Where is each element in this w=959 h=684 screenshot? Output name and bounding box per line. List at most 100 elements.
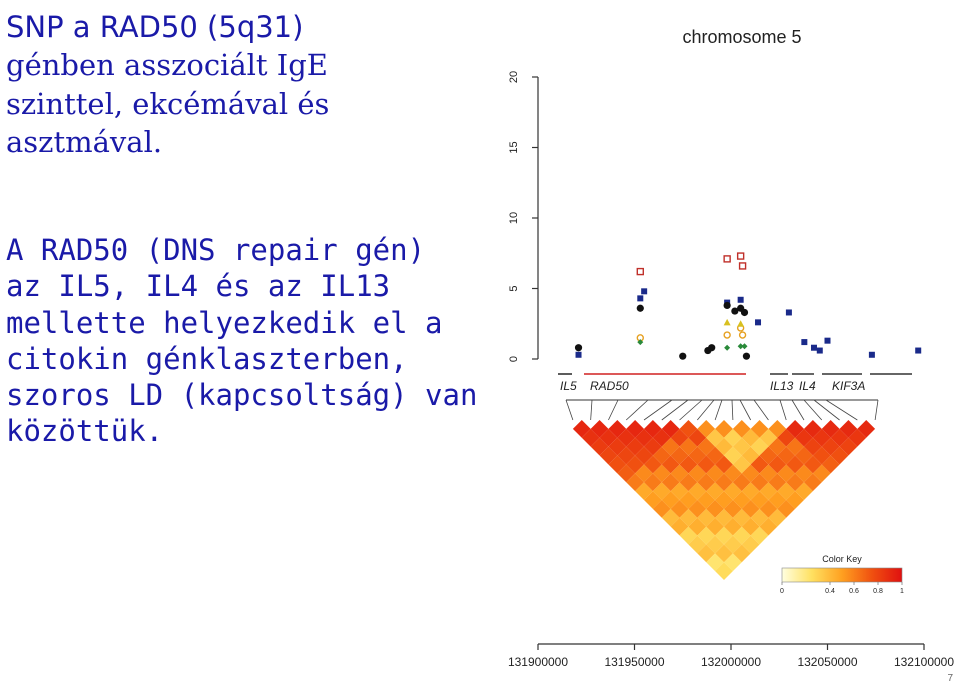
ld-cell bbox=[724, 535, 742, 554]
bracket-line bbox=[679, 399, 703, 421]
ld-cell bbox=[688, 517, 707, 536]
bracket-line bbox=[753, 399, 769, 421]
ld-cell bbox=[706, 464, 724, 483]
data-points bbox=[574, 252, 922, 360]
ld-cell bbox=[652, 446, 671, 465]
ld-cell bbox=[786, 455, 804, 474]
snp-point-blue-square bbox=[868, 351, 875, 358]
ld-cell bbox=[697, 455, 716, 474]
snp-point-red-open-square bbox=[738, 262, 747, 270]
ld-cell bbox=[804, 455, 822, 474]
gene-label: KIF3A bbox=[832, 379, 865, 393]
bracket-line bbox=[803, 399, 823, 421]
ld-cell bbox=[786, 420, 804, 438]
ld-cell bbox=[652, 500, 671, 518]
bracket-line bbox=[714, 399, 723, 421]
ld-cell bbox=[724, 464, 742, 483]
color-key-tick-label: 0.8 bbox=[873, 588, 883, 595]
slide-title-line: szinttel, ekcémával és bbox=[6, 86, 330, 121]
ld-cell bbox=[670, 482, 689, 500]
ld-cell bbox=[661, 491, 680, 509]
ld-cell bbox=[644, 455, 662, 474]
ld-cell bbox=[608, 437, 627, 456]
ld-cell bbox=[608, 420, 627, 438]
ld-cell bbox=[590, 437, 609, 456]
bracket-line bbox=[874, 399, 879, 421]
snp-point-yellow-triangle bbox=[737, 320, 745, 327]
ld-cell bbox=[724, 482, 742, 500]
ld-cell bbox=[697, 491, 716, 509]
ld-cell bbox=[608, 455, 627, 474]
snp-point-yellow-triangle bbox=[723, 318, 731, 326]
snp-point-green-diamond bbox=[637, 339, 644, 346]
slide-title-line: génben asszociált IgE bbox=[6, 48, 328, 83]
ld-cell bbox=[768, 437, 787, 456]
gene-label: RAD50 bbox=[590, 379, 629, 393]
snp-point-black-circle bbox=[731, 307, 739, 315]
snp-point-black-circle bbox=[679, 352, 687, 360]
ld-cell bbox=[661, 420, 680, 438]
gene-label: IL13 bbox=[770, 379, 794, 393]
slide-body-text: A RAD50 (DNS repair gén) az IL5, IL4 és a… bbox=[6, 232, 496, 450]
x-tick-label: 132000000 bbox=[701, 655, 761, 669]
bracket-line bbox=[625, 399, 649, 421]
ld-cell bbox=[679, 437, 698, 456]
ld-cell bbox=[590, 420, 609, 438]
color-key-title: Color Key bbox=[822, 554, 862, 564]
ld-cell bbox=[724, 500, 742, 518]
ld-cell bbox=[706, 482, 724, 500]
ld-cell bbox=[750, 420, 769, 438]
ld-cell bbox=[741, 446, 760, 465]
ld-cell bbox=[724, 553, 742, 572]
chart-title: chromosome 5 bbox=[682, 27, 801, 47]
ld-cell bbox=[750, 473, 769, 492]
ld-cell bbox=[697, 526, 716, 545]
ld-cell bbox=[741, 482, 760, 500]
body-text-line: közöttük. bbox=[6, 414, 164, 449]
color-key-tick-label: 0.6 bbox=[849, 588, 859, 595]
bracket-line bbox=[813, 399, 840, 421]
x-tick-label: 132050000 bbox=[797, 655, 857, 669]
bracket-line bbox=[697, 399, 715, 421]
ld-brackets bbox=[565, 399, 879, 421]
ld-cell bbox=[688, 482, 707, 500]
snp-point-black-circle bbox=[636, 304, 644, 312]
ld-cell bbox=[732, 508, 751, 527]
ld-cell bbox=[732, 455, 751, 474]
x-tick-label: 131950000 bbox=[604, 655, 664, 669]
snp-point-blue-square bbox=[737, 296, 744, 303]
ld-cell bbox=[732, 420, 751, 438]
y-tick-label: 20 bbox=[508, 71, 520, 83]
ld-cell bbox=[626, 420, 644, 438]
ld-cell bbox=[715, 491, 733, 509]
ld-cell bbox=[777, 464, 796, 483]
snp-point-blue-square bbox=[641, 288, 648, 295]
color-key-tick-label: 1 bbox=[900, 588, 904, 595]
x-axis: 131900000 131950000 132000000 132050000 1321… bbox=[508, 643, 954, 669]
ld-cell bbox=[697, 420, 716, 438]
ld-cell bbox=[599, 428, 618, 447]
snp-point-black-circle bbox=[740, 308, 749, 317]
snp-point-green-diamond bbox=[737, 343, 744, 350]
ld-cell bbox=[741, 464, 760, 483]
snp-point-red-open-square bbox=[723, 255, 731, 263]
snp-point-black-circle bbox=[708, 344, 716, 352]
body-text-line: A RAD50 (DNS repair gén) bbox=[6, 233, 426, 267]
ld-cell bbox=[670, 517, 689, 536]
color-key-bar bbox=[781, 567, 903, 583]
snp-point-red-open-square bbox=[636, 267, 644, 276]
ld-cell bbox=[697, 544, 716, 563]
ld-cell bbox=[830, 428, 849, 447]
ld-cell bbox=[821, 455, 840, 474]
ld-cell bbox=[644, 473, 662, 492]
color-key-tick-label: 0 bbox=[780, 588, 784, 595]
snp-point-orange-open-circle bbox=[723, 331, 731, 339]
ld-cell bbox=[715, 562, 733, 580]
snp-point-black-circle bbox=[574, 344, 583, 352]
ld-cell bbox=[857, 420, 876, 438]
snp-point-black-circle bbox=[723, 301, 731, 310]
snp-point-blue-square bbox=[755, 319, 762, 326]
ld-cell bbox=[812, 464, 831, 483]
bracket-line bbox=[825, 399, 858, 421]
